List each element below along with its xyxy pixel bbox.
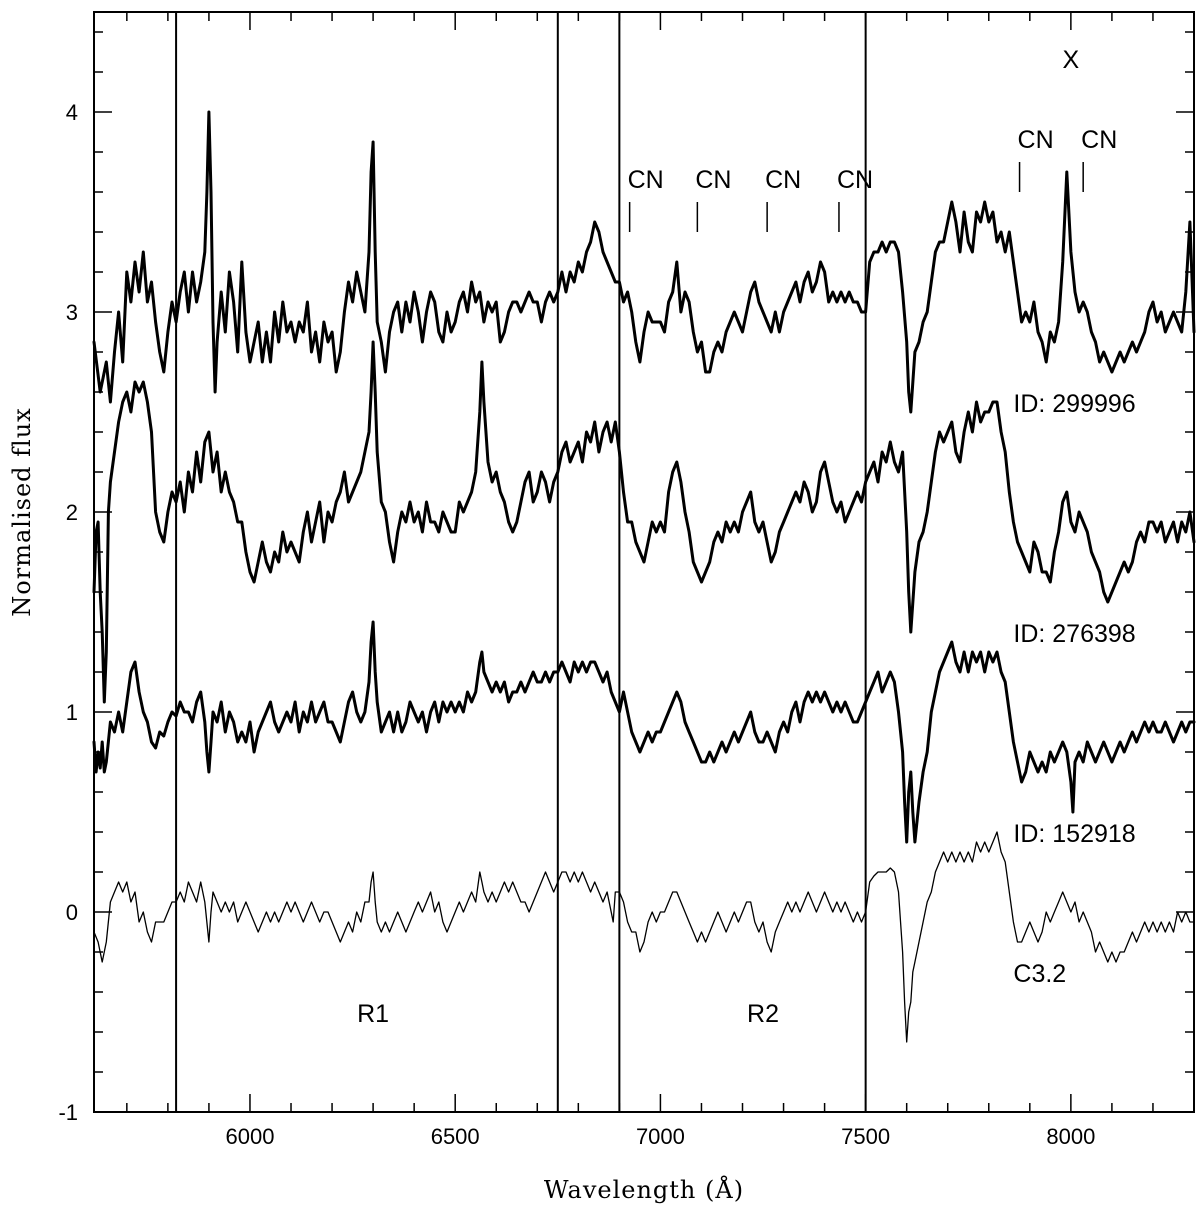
annotations: ID: 299996 ID: 276398 ID: 152918 C3.2 R1 R2 CN…	[357, 46, 1136, 1028]
line-marker-label: CN	[765, 166, 801, 194]
spectrum-line	[92, 110, 1196, 414]
x-axis-label: Wavelength (Å)	[544, 1175, 744, 1204]
y-tick-label: 4	[66, 100, 78, 125]
x-tick-label: 6500	[431, 1124, 480, 1149]
y-tick-label: -1	[58, 1100, 78, 1125]
line-marker-label: CN	[1081, 126, 1117, 154]
line-marker-label: X	[1063, 46, 1080, 74]
x-tick-label: 6000	[225, 1124, 274, 1149]
x-tick-label: 7500	[841, 1124, 890, 1149]
spectrum-line	[92, 340, 1196, 704]
spectrum-label: C3.2	[1013, 960, 1066, 988]
region-label: R1	[357, 1000, 389, 1028]
spectrum-label: ID: 299996	[1013, 390, 1135, 418]
region-boundaries	[175, 12, 867, 1112]
x-tick-label: 7000	[636, 1124, 685, 1149]
x-tick-label: 8000	[1046, 1124, 1095, 1149]
spectrum-line	[92, 620, 1196, 844]
y-tick-label: 3	[66, 300, 78, 325]
y-tick-label: 0	[66, 900, 78, 925]
y-tick-label: 1	[66, 700, 78, 725]
y-tick-label: 2	[66, 500, 78, 525]
spectrum-label: ID: 152918	[1013, 820, 1135, 848]
spectrum-label: ID: 276398	[1013, 620, 1135, 648]
region-label: R2	[747, 1000, 779, 1028]
spectra-series	[92, 110, 1196, 1043]
line-marker-label: CN	[628, 166, 664, 194]
line-marker-label: CN	[1018, 126, 1054, 154]
spectrum-line	[93, 831, 1195, 1043]
y-axis-label: Normalised flux	[8, 407, 36, 616]
axis-ticks: 6000 6500 7000 7500 8000 -1 0 1 2 3 4	[58, 12, 1195, 1149]
line-marker-label: CN	[837, 166, 873, 194]
line-marker-label: CN	[695, 166, 731, 194]
